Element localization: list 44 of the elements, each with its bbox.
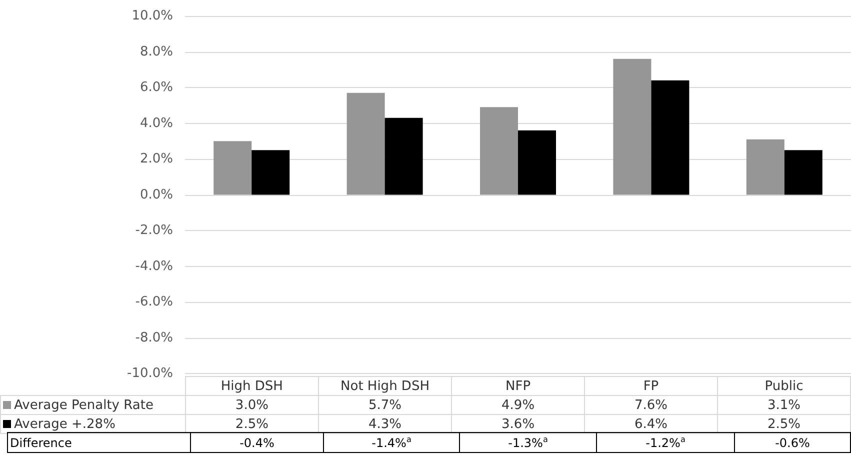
legend-label: Average +.28% — [0, 414, 186, 434]
y-tick-label: 2.0% — [140, 152, 173, 166]
text: -1.2%$^{a}$ — [596, 432, 734, 452]
x-tick-label: FP — [584, 376, 718, 396]
data-label: 3.1% — [717, 396, 850, 414]
y-tick-label: 4.0% — [140, 116, 173, 131]
bar — [784, 150, 822, 195]
text: -1.4%$^{a}$ — [324, 432, 460, 452]
data-label: 2.5% — [717, 414, 850, 434]
text: -1.3%$^{a}$ — [460, 432, 596, 452]
y-tick-label: -2.0% — [135, 223, 173, 238]
bar — [346, 92, 385, 195]
data-label: 3.6% — [452, 414, 585, 434]
y-tick-label: 0.0% — [140, 187, 173, 202]
x-tick-label: Public — [717, 376, 850, 396]
text: Difference — [8, 432, 190, 452]
text: -0.6% — [734, 432, 850, 452]
x-tick-label: Not High DSH — [318, 376, 452, 396]
text: -0.4% — [190, 432, 324, 452]
bar — [480, 107, 518, 195]
y-tick-label: 10.0% — [132, 8, 173, 24]
bar — [746, 139, 784, 195]
data-label: 2.5% — [185, 414, 318, 434]
bar — [384, 118, 423, 195]
data-label: 5.7% — [318, 396, 452, 414]
x-tick-label: NFP — [452, 376, 585, 396]
data-label: 4.9% — [452, 396, 585, 414]
bar — [613, 58, 652, 195]
bar — [214, 141, 252, 195]
bar — [518, 130, 556, 195]
y-tick-label: -8.0% — [135, 330, 173, 346]
y-tick-label: 8.0% — [140, 44, 173, 60]
y-tick-label: 6.0% — [140, 80, 173, 95]
y-tick-label: -4.0% — [135, 258, 173, 274]
data-label: 7.6% — [584, 396, 718, 414]
bar — [252, 150, 290, 195]
data-label: 6.4% — [584, 414, 718, 434]
data-label: 3.0% — [185, 396, 318, 414]
y-tick-label: -10.0% — [127, 366, 173, 381]
y-tick-label: -6.0% — [135, 294, 173, 310]
x-tick-label: High DSH — [185, 376, 318, 396]
data-label: 4.3% — [318, 414, 452, 434]
legend-label: Average Penalty Rate — [0, 396, 186, 414]
bar — [651, 80, 690, 195]
